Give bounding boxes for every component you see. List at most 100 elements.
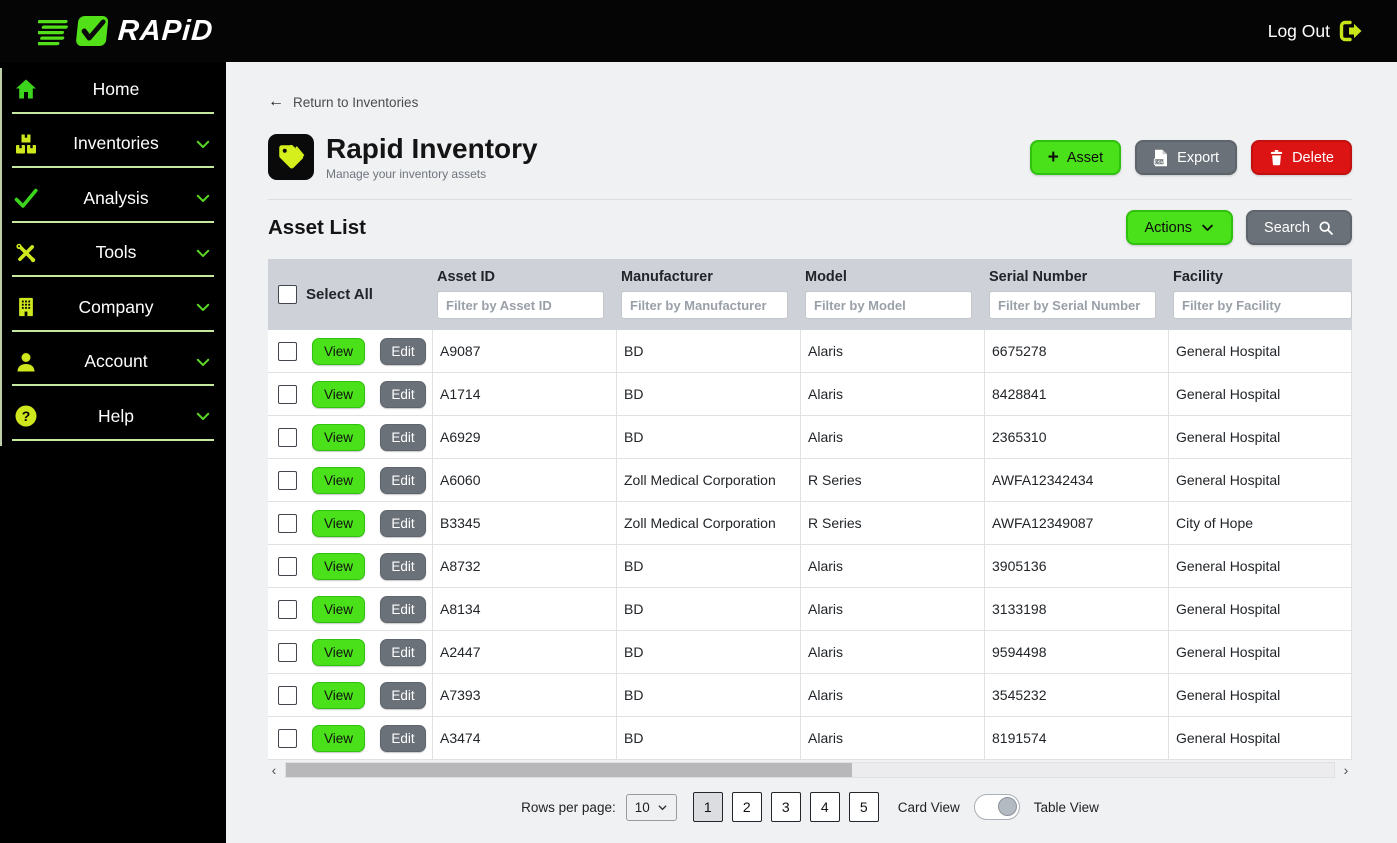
page-button-2[interactable]: 2 (731, 792, 762, 823)
filter-input-model[interactable] (805, 291, 972, 320)
home-icon (14, 77, 38, 101)
row-checkbox[interactable] (278, 384, 297, 404)
view-button[interactable]: View (312, 638, 365, 666)
row-checkbox[interactable] (278, 642, 297, 662)
checkmark-icon (14, 186, 38, 210)
row-checkbox[interactable] (278, 728, 297, 748)
table-row: View Edit A6060 Zoll Medical Corporation… (268, 459, 1352, 503)
cell-asset-id: A3474 (432, 717, 616, 760)
sidebar-item-help[interactable]: ? Help (0, 389, 226, 444)
rapid-logo[interactable]: RAPiD (38, 13, 215, 49)
delete-button[interactable]: Delete (1251, 140, 1352, 175)
brand-text: RAPiD (116, 14, 215, 47)
cell-asset-id: A1714 (432, 373, 616, 416)
view-button[interactable]: View (312, 681, 365, 709)
filter-input-facility[interactable] (1173, 291, 1352, 320)
filter-input-serial-number[interactable] (989, 291, 1156, 320)
edit-button[interactable]: Edit (380, 337, 426, 365)
scrollbar-thumb[interactable] (286, 763, 852, 778)
horizontal-scrollbar: ‹ › (268, 761, 1352, 779)
edit-button[interactable]: Edit (380, 552, 426, 580)
back-arrow-icon: ← (268, 93, 284, 110)
cell-model: R Series (800, 459, 984, 502)
edit-button[interactable]: Edit (380, 380, 426, 408)
cell-model: Alaris (800, 416, 984, 459)
page-subtitle: Manage your inventory assets (326, 167, 487, 182)
edit-button[interactable]: Edit (380, 509, 426, 537)
view-button[interactable]: View (312, 337, 365, 365)
export-button[interactable]: CSV Export (1135, 140, 1238, 175)
search-button[interactable]: Search (1246, 210, 1352, 246)
scroll-left-icon[interactable]: ‹ (271, 762, 277, 779)
help-icon: ? (14, 404, 38, 428)
edit-button[interactable]: Edit (380, 681, 426, 709)
column-header-label: Serial Number (989, 269, 1088, 286)
table-row: View Edit A6929 BD Alaris 2365310 Genera… (268, 416, 1352, 460)
logout-icon (1339, 20, 1362, 42)
view-button[interactable]: View (312, 724, 365, 752)
sidebar-item-company[interactable]: Company (0, 280, 226, 335)
sidebar-item-home[interactable]: Home (0, 62, 226, 117)
trash-icon (1270, 150, 1283, 166)
filter-input-asset-id[interactable] (437, 291, 604, 320)
table-row: View Edit A2447 BD Alaris 9594498 Genera… (268, 631, 1352, 675)
edit-button[interactable]: Edit (380, 724, 426, 752)
scrollbar-track[interactable] (285, 762, 1335, 779)
scroll-right-icon[interactable]: › (1343, 762, 1349, 779)
view-button[interactable]: View (312, 380, 365, 408)
tools-icon (14, 241, 38, 265)
view-button[interactable]: View (312, 595, 365, 623)
row-checkbox[interactable] (278, 513, 297, 533)
file-csv-icon: CSV (1153, 149, 1168, 166)
row-checkbox[interactable] (278, 556, 297, 576)
cell-manufacturer: BD (616, 373, 800, 416)
sidebar-item-inventories[interactable]: Inventories (0, 117, 226, 172)
view-button[interactable]: View (312, 552, 365, 580)
cell-model: Alaris (800, 373, 984, 416)
row-checkbox[interactable] (278, 470, 297, 490)
logout-label: Log Out (1267, 20, 1330, 41)
row-checkbox[interactable] (278, 685, 297, 705)
back-link[interactable]: ← Return to Inventories (268, 93, 418, 111)
edit-button[interactable]: Edit (380, 423, 426, 451)
cell-facility: General Hospital (1168, 416, 1352, 459)
cell-manufacturer: BD (616, 674, 800, 717)
sidebar-item-account[interactable]: Account (0, 335, 226, 390)
check-badge-icon (76, 16, 109, 46)
row-checkbox[interactable] (278, 599, 297, 619)
edit-button[interactable]: Edit (380, 638, 426, 666)
table-row: View Edit A9087 BD Alaris 6675278 Genera… (268, 330, 1352, 374)
cell-asset-id: A8732 (432, 545, 616, 588)
column-header-label: Facility (1173, 269, 1223, 286)
edit-button[interactable]: Edit (380, 595, 426, 623)
page-button-3[interactable]: 3 (770, 792, 801, 823)
edit-button[interactable]: Edit (380, 466, 426, 494)
logout-button[interactable]: Log Out (1268, 20, 1363, 42)
table-row: View Edit A8134 BD Alaris 3133198 Genera… (268, 588, 1352, 632)
select-all-checkbox[interactable] (278, 285, 297, 305)
view-button[interactable]: View (312, 466, 365, 494)
view-button[interactable]: View (312, 509, 365, 537)
filter-input-manufacturer[interactable] (621, 291, 788, 320)
cell-model: Alaris (800, 717, 984, 760)
row-checkbox[interactable] (278, 341, 297, 361)
sidebar-item-label: Tools (95, 242, 137, 263)
actions-button[interactable]: Actions (1126, 210, 1234, 246)
cell-serial-number: 3545232 (984, 674, 1168, 717)
sidebar-item-label: Company (78, 296, 154, 317)
table-row: View Edit A7393 BD Alaris 3545232 Genera… (268, 674, 1352, 718)
select-all-label: Select All (306, 286, 373, 304)
rows-per-page-select[interactable]: 10 (625, 793, 677, 821)
cell-model: Alaris (800, 330, 984, 373)
sidebar-item-analysis[interactable]: Analysis (0, 171, 226, 226)
page-button-1[interactable]: 1 (692, 792, 723, 823)
view-toggle[interactable] (973, 794, 1020, 821)
table-row: View Edit A8732 BD Alaris 3905136 Genera… (268, 545, 1352, 589)
add-asset-button[interactable]: + Asset (1029, 140, 1122, 175)
sidebar-item-tools[interactable]: Tools (0, 226, 226, 281)
svg-text:?: ? (22, 408, 31, 424)
page-button-4[interactable]: 4 (809, 792, 840, 823)
row-checkbox[interactable] (278, 427, 297, 447)
page-button-5[interactable]: 5 (848, 792, 879, 823)
view-button[interactable]: View (312, 423, 365, 451)
